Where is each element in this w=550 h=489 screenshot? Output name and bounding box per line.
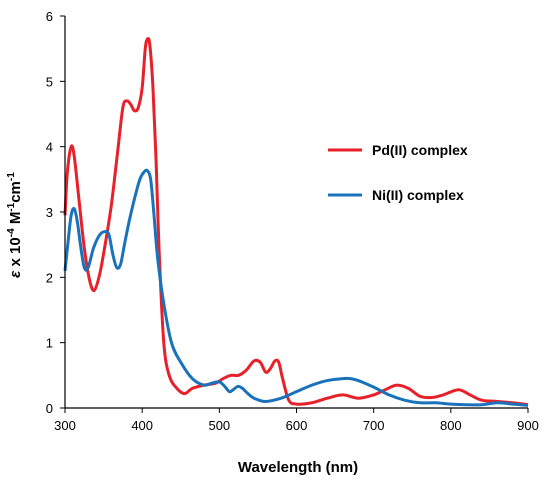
- x-ticks: 300 400 500 600 700 800 900: [54, 408, 539, 433]
- y-label-exp3: -1: [6, 172, 17, 181]
- y-tick-label: 0: [46, 401, 53, 416]
- x-tick-label: 900: [517, 418, 539, 433]
- series-line-ni: [63, 168, 529, 407]
- x-tick-label: 300: [54, 418, 76, 433]
- x-axis-label: Wavelength (nm): [238, 459, 358, 476]
- legend: Pd(II) complex Ni(II) complex: [328, 142, 468, 203]
- series-curves: [63, 37, 529, 407]
- y-tick-label: 3: [46, 205, 53, 220]
- series-line-pd: [63, 37, 529, 407]
- y-label-mid: x 10: [7, 237, 24, 270]
- y-tick-label: 6: [46, 9, 53, 24]
- y-label-symbol: ε: [7, 270, 24, 278]
- y-tick-label: 5: [46, 74, 53, 89]
- y-axis-label: ε x 10-4 M-1cm-1: [6, 172, 24, 278]
- x-tick-label: 400: [131, 418, 153, 433]
- y-tick-label: 2: [46, 270, 53, 285]
- axes: [64, 16, 528, 409]
- x-tick-label: 700: [363, 418, 385, 433]
- legend-label-ni: Ni(II) complex: [372, 187, 464, 203]
- legend-label-pd: Pd(II) complex: [372, 142, 468, 158]
- x-tick-label: 500: [208, 418, 230, 433]
- x-tick-label: 800: [440, 418, 462, 433]
- y-label-exp1: -4: [6, 228, 17, 237]
- y-label-unit2: cm: [7, 181, 24, 203]
- y-label-unit1: M: [7, 212, 24, 229]
- y-tick-label: 4: [46, 140, 53, 155]
- y-ticks: 0 1 2 3 4 5 6: [46, 9, 65, 416]
- x-tick-label: 600: [286, 418, 308, 433]
- y-label-exp2: -1: [6, 202, 17, 211]
- y-tick-label: 1: [46, 336, 53, 351]
